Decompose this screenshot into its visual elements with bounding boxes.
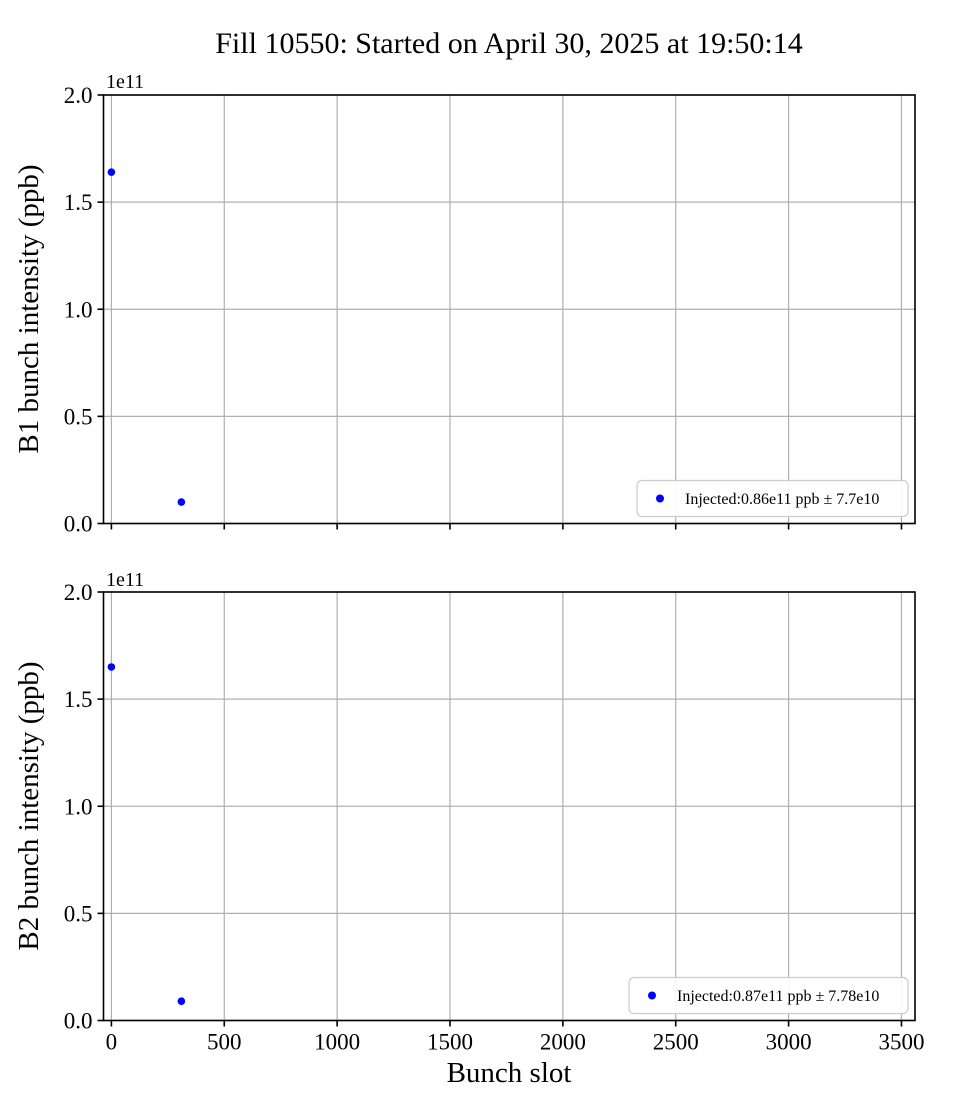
legend-marker-icon <box>648 991 656 1000</box>
y-tick-label: 2.0 <box>64 83 93 108</box>
x-tick-label: 3000 <box>766 1030 812 1055</box>
y-tick-label: 1.0 <box>64 794 93 819</box>
x-tick-label: 1000 <box>314 1030 360 1055</box>
y-tick-label: 2.0 <box>64 580 93 605</box>
legend-marker-icon <box>656 494 664 503</box>
y-axis-offset-text-b2: 1e11 <box>106 569 144 591</box>
legend-box <box>636 479 909 518</box>
legend-box <box>628 976 909 1015</box>
data-point <box>177 997 186 1006</box>
subplot-b2: 0 500 1000 1500 2000 2500 3000 3500 0.0 0.5 1.0 1.5… <box>64 580 925 1055</box>
data-point <box>107 663 116 671</box>
y-tick-label: 0.5 <box>64 901 93 926</box>
x-tick-label: 3500 <box>878 1030 924 1055</box>
subplot-b1: 0.0 0.5 1.0 1.5 2.0 Injected:0.86e11 ppb ± 7.… <box>64 83 916 537</box>
x-tick-label: 500 <box>207 1030 242 1055</box>
x-tick-label: 2000 <box>540 1030 586 1055</box>
legend-label: Injected:0.87e11 ppb ± 7.78e10 <box>677 988 879 1005</box>
y-axis-offset-text-b1: 1e11 <box>106 71 144 93</box>
y-tick-label: 1.0 <box>64 297 93 322</box>
x-tick-label: 1500 <box>427 1030 473 1055</box>
y-tick-label: 0.0 <box>64 1009 93 1034</box>
y-axis-label-b2: B2 bunch intensity (ppb) <box>13 661 45 950</box>
y-tick-label: 0.0 <box>64 512 93 537</box>
y-tick-label: 0.5 <box>64 404 93 429</box>
figure-title: Fill 10550: Started on April 30, 2025 at… <box>215 27 803 60</box>
data-point <box>177 498 186 506</box>
x-tick-label: 2500 <box>653 1030 699 1055</box>
legend-label: Injected:0.86e11 ppb ± 7.7e10 <box>685 491 879 508</box>
x-axis-label: Bunch slot <box>447 1057 572 1089</box>
x-tick-label: 0 <box>106 1030 118 1055</box>
y-axis-label-b1: B1 bunch intensity (ppb) <box>13 164 45 453</box>
data-point <box>107 168 116 176</box>
y-tick-label: 1.5 <box>64 190 93 215</box>
y-tick-label: 1.5 <box>64 687 93 712</box>
